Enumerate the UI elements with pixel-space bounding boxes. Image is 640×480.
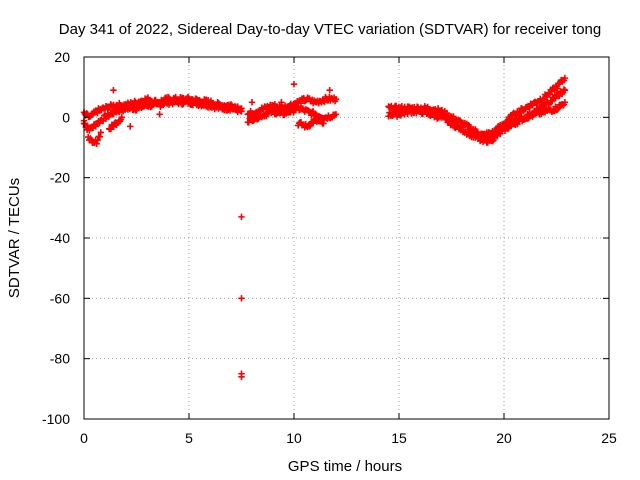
y-tick-label: -100 [42, 411, 70, 427]
x-tick-label: 0 [80, 430, 88, 446]
x-tick-label: 20 [496, 430, 512, 446]
data-point [555, 105, 562, 112]
data-point [332, 96, 340, 103]
data-point [110, 86, 117, 94]
data-point [309, 119, 317, 127]
data-point [450, 113, 457, 120]
data-point [118, 114, 125, 121]
y-axis-label: SDTVAR / TECUs [6, 178, 23, 298]
data-point [552, 95, 559, 102]
data-point [554, 106, 561, 113]
data-point [306, 123, 313, 130]
data-point [227, 101, 235, 108]
data-point [326, 86, 333, 94]
data-points [80, 74, 569, 380]
x-tick-label: 10 [286, 430, 302, 446]
data-point [290, 80, 298, 88]
y-tick-label: -20 [50, 170, 70, 186]
y-tick-label: -60 [50, 290, 70, 306]
data-point [127, 123, 134, 130]
data-point [96, 133, 103, 140]
data-point [238, 373, 245, 380]
data-point [156, 111, 163, 118]
data-point [94, 136, 101, 144]
data-point [561, 86, 569, 94]
y-tick-label: 0 [62, 109, 70, 125]
axis-ticks [83, 56, 610, 420]
y-tick-label: -40 [50, 230, 70, 246]
data-point [489, 137, 496, 145]
data-point [248, 99, 256, 106]
x-tick-label: 5 [185, 430, 193, 446]
data-point [320, 120, 327, 127]
y-tick-label: 20 [54, 49, 70, 65]
data-point [458, 124, 466, 131]
data-point [83, 110, 90, 117]
x-axis-label: GPS time / hours [288, 458, 402, 475]
data-point [238, 213, 245, 221]
data-point [254, 115, 262, 123]
x-tick-label: 25 [601, 430, 617, 446]
chart-title: Day 341 of 2022, Sidereal Day-to-day VTE… [59, 21, 601, 38]
data-point [548, 98, 555, 105]
data-point [245, 119, 252, 126]
data-point [278, 99, 285, 106]
y-tick-label: -80 [50, 351, 70, 367]
data-point [238, 105, 245, 112]
data-point [561, 99, 569, 106]
x-tick-label: 15 [391, 430, 407, 446]
data-point [503, 123, 511, 131]
data-point [332, 111, 340, 118]
data-point [492, 132, 499, 139]
data-point [554, 85, 561, 92]
data-point [561, 74, 569, 82]
data-point [97, 129, 104, 136]
data-point [238, 295, 245, 302]
x-tick-labels: 0 5 10 15 20 25 [80, 430, 617, 446]
y-tick-labels: -100 -80 -60 -40 -20 0 20 [42, 49, 70, 427]
data-point [83, 126, 91, 134]
data-point [93, 140, 100, 147]
